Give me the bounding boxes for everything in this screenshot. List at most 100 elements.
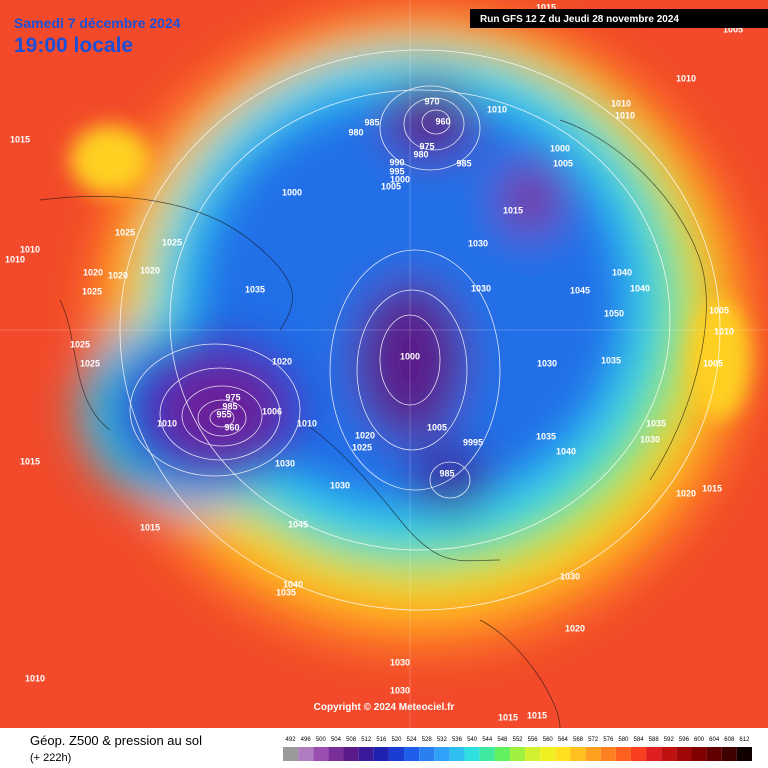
colorbar-swatch: [449, 747, 465, 761]
pressure-label: 1000: [282, 187, 302, 197]
colorbar-swatch: [691, 747, 707, 761]
colorbar-swatch: [373, 747, 389, 761]
pressure-label: 1045: [570, 285, 590, 295]
pressure-label: 980: [413, 149, 428, 159]
pressure-label: 1035: [646, 418, 666, 428]
colorbar-swatch: [509, 747, 526, 761]
colorbar-label: 524: [407, 737, 418, 743]
colorbar-swatch: [388, 747, 405, 761]
pressure-label: 1005: [381, 181, 401, 191]
pressure-label: 1010: [20, 244, 40, 254]
pressure-label: 990: [389, 157, 404, 167]
pressure-label: 1000: [550, 143, 570, 153]
colorbar-swatch: [630, 747, 647, 761]
colorbar-swatch: [328, 747, 344, 761]
colorbar-label: 492: [286, 737, 297, 743]
pressure-label: 1010: [487, 104, 507, 114]
colorbar-swatch: [646, 747, 662, 761]
pressure-label: 1025: [82, 286, 102, 296]
colorbar: 492 496 500 504 508 512 516 520 524 528 532 536 540 5…: [283, 737, 752, 761]
colorbar-swatch: [615, 747, 631, 761]
colorbar-label: 556: [528, 737, 539, 743]
colorbar-label: 508: [346, 737, 357, 743]
pressure-label: 1020: [140, 265, 160, 275]
colorbar-swatch: [570, 747, 586, 761]
lead-time: (+ 222h): [30, 752, 71, 764]
product-title: Géop. Z500 & pression au sol: [30, 733, 202, 748]
pressure-label: 1050: [604, 308, 624, 318]
pressure-label: 1035: [601, 355, 621, 365]
pressure-label: 1015: [536, 2, 556, 12]
colorbar-swatch: [600, 747, 616, 761]
colorbar-swatch: [283, 747, 299, 761]
pressure-label: 1006: [262, 406, 282, 416]
pressure-label: 9995: [463, 437, 483, 447]
pressure-label: 960: [435, 116, 450, 126]
pressure-label: 1035: [245, 284, 265, 294]
colorbar-swatch: [404, 747, 420, 761]
colorbar-label: 600: [694, 737, 705, 743]
colorbar-swatch: [661, 747, 677, 761]
pressure-label: 1005: [723, 24, 743, 34]
pressure-label: 1010: [25, 673, 45, 683]
pressure-label: 1040: [630, 283, 650, 293]
pressure-label: 985: [364, 117, 379, 127]
pressure-label: 1010: [5, 254, 25, 264]
pressure-label: 1010: [714, 326, 734, 336]
pressure-label: 1025: [80, 358, 100, 368]
pressure-label: 1020: [676, 488, 696, 498]
pressure-label: 980: [348, 127, 363, 137]
pressure-label: 1035: [536, 431, 556, 441]
colorbar-label: 576: [603, 737, 614, 743]
pressure-label: 1015: [140, 522, 160, 532]
colorbar-swatch: [434, 747, 450, 761]
pressure-label: 975: [419, 141, 434, 151]
pressure-label: 1010: [297, 418, 317, 428]
pressure-label: 1010: [611, 98, 631, 108]
pressure-label: 955: [216, 409, 231, 419]
pressure-label: 1010: [615, 110, 635, 120]
colorbar-swatch: [736, 747, 752, 761]
colorbar-swatch: [494, 747, 510, 761]
pressure-label: 1020: [83, 267, 103, 277]
run-info: Run GFS 12 Z du Jeudi 28 novembre 2024: [480, 14, 679, 25]
pressure-label: 1015: [702, 483, 722, 493]
colorbar-label: 532: [437, 737, 448, 743]
colorbar-swatch: [721, 747, 737, 761]
pressure-label: 1020: [108, 270, 128, 280]
colorbar-swatch: [585, 747, 601, 761]
colorbar-label: 552: [512, 737, 523, 743]
pressure-label: 995: [389, 166, 404, 176]
pressure-label: 1035: [276, 587, 296, 597]
colorbar-label: 528: [422, 737, 433, 743]
pressure-label: 1020: [565, 623, 585, 633]
colorbar-label: 580: [618, 737, 629, 743]
colorbar-label: 564: [558, 737, 569, 743]
colorbar-label: 596: [679, 737, 690, 743]
colorbar-label: 540: [467, 737, 478, 743]
pressure-label: 1040: [283, 579, 303, 589]
colorbar-label: 612: [739, 737, 750, 743]
colorbar-label: 548: [497, 737, 508, 743]
pressure-label: 1030: [330, 480, 350, 490]
colorbar-swatch: [298, 747, 314, 761]
pressure-label: 1005: [553, 158, 573, 168]
colorbar-swatch: [358, 747, 374, 761]
colorbar-swatch: [540, 747, 556, 761]
pressure-label: 1045: [288, 519, 308, 529]
colorbar-label: 516: [376, 737, 387, 743]
colorbar-swatch: [419, 747, 435, 761]
pressure-label: 1000: [400, 351, 420, 361]
meridians: [0, 0, 768, 728]
pressure-label: 1020: [272, 356, 292, 366]
colorbar-label: 520: [391, 737, 402, 743]
colorbar-label: 592: [664, 737, 675, 743]
pressure-label: 1030: [275, 458, 295, 468]
colorbar-label: 512: [361, 737, 372, 743]
colorbar-swatch: [555, 747, 571, 761]
pressure-label: 975: [225, 392, 240, 402]
pressure-label: 1005: [703, 358, 723, 368]
colorbar-label: 544: [482, 737, 493, 743]
colorbar-label: 604: [709, 737, 720, 743]
pressure-label: 985: [222, 401, 237, 411]
